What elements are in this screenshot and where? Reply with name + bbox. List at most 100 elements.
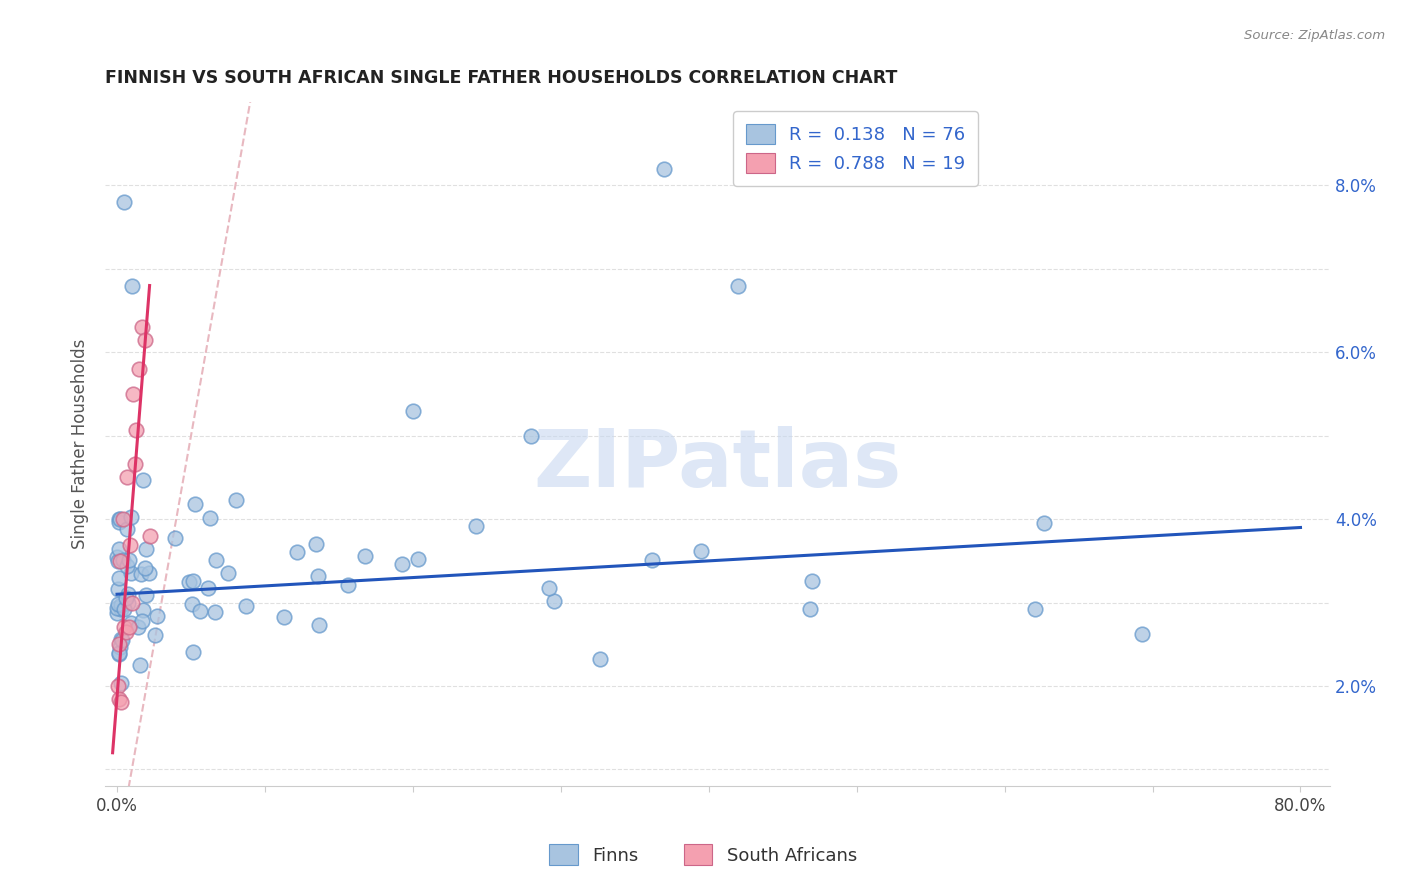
Point [1024, 602, 1046, 616]
Point [128, 362, 150, 376]
Point [287, 545, 309, 559]
Point [127, 620, 149, 634]
Text: Source: ZipAtlas.com: Source: ZipAtlas.com [1244, 29, 1385, 42]
Point [402, 403, 425, 417]
Point [110, 695, 132, 709]
Point [120, 615, 142, 630]
Point [131, 615, 153, 629]
Point [138, 529, 160, 543]
Point [181, 598, 204, 612]
Point [135, 542, 157, 557]
Point [114, 620, 136, 634]
Point [117, 597, 139, 611]
Point [134, 561, 156, 575]
Point [131, 603, 153, 617]
Point [108, 647, 131, 661]
Point [800, 574, 823, 588]
Point [117, 470, 139, 484]
Point [111, 553, 134, 567]
Point [132, 473, 155, 487]
Point [188, 604, 211, 618]
Point [1130, 627, 1153, 641]
Point [391, 557, 413, 571]
Point [111, 633, 134, 648]
Point [184, 497, 207, 511]
Point [107, 582, 129, 596]
Point [108, 512, 131, 526]
Point [108, 646, 131, 660]
Point [110, 632, 132, 646]
Point [115, 522, 138, 536]
Point [110, 602, 132, 616]
Point [129, 567, 152, 582]
Point [235, 599, 257, 614]
Point [181, 645, 204, 659]
Point [114, 195, 136, 210]
Point [1032, 516, 1054, 531]
Point [134, 333, 156, 347]
Point [122, 387, 145, 401]
Point [110, 676, 132, 690]
Point [135, 588, 157, 602]
Point [105, 601, 128, 615]
Point [120, 538, 142, 552]
Point [308, 618, 330, 632]
Text: FINNISH VS SOUTH AFRICAN SINGLE FATHER HOUSEHOLDS CORRELATION CHART: FINNISH VS SOUTH AFRICAN SINGLE FATHER H… [105, 69, 897, 87]
Point [143, 628, 166, 642]
Point [353, 549, 375, 563]
Point [108, 554, 131, 568]
Point [105, 607, 128, 621]
Point [121, 596, 143, 610]
Point [177, 575, 200, 590]
Point [198, 510, 221, 524]
Point [588, 652, 610, 666]
Point [108, 512, 131, 526]
Point [727, 278, 749, 293]
Point [217, 566, 239, 580]
Point [799, 602, 821, 616]
Point [108, 515, 131, 529]
Point [105, 550, 128, 565]
Point [225, 493, 247, 508]
Point [197, 581, 219, 595]
Point [543, 593, 565, 607]
Point [163, 531, 186, 545]
Point [204, 605, 226, 619]
Point [118, 620, 141, 634]
Point [689, 544, 711, 558]
Point [465, 518, 488, 533]
Point [273, 610, 295, 624]
Point [107, 554, 129, 568]
Point [110, 640, 132, 654]
Point [112, 602, 135, 616]
Point [520, 428, 543, 442]
Point [115, 591, 138, 605]
Point [145, 608, 167, 623]
Legend: Finns, South Africans: Finns, South Africans [541, 837, 865, 872]
Point [107, 679, 129, 693]
Point [111, 512, 134, 526]
Point [115, 559, 138, 574]
Point [120, 566, 142, 580]
Point [121, 278, 143, 293]
Point [108, 542, 131, 557]
Point [107, 570, 129, 584]
Point [641, 552, 664, 566]
Point [124, 457, 146, 471]
Point [107, 597, 129, 611]
Point [108, 691, 131, 706]
Point [654, 161, 676, 176]
Y-axis label: Single Father Households: Single Father Households [72, 339, 89, 549]
Point [131, 320, 153, 334]
Legend: R =  0.138   N = 76, R =  0.788   N = 19: R = 0.138 N = 76, R = 0.788 N = 19 [734, 111, 979, 186]
Point [110, 598, 132, 612]
Point [115, 625, 138, 640]
Point [107, 637, 129, 651]
Point [138, 566, 160, 580]
Point [181, 574, 204, 588]
Point [117, 587, 139, 601]
Point [337, 578, 360, 592]
Point [125, 423, 148, 437]
Point [538, 581, 561, 595]
Point [129, 658, 152, 673]
